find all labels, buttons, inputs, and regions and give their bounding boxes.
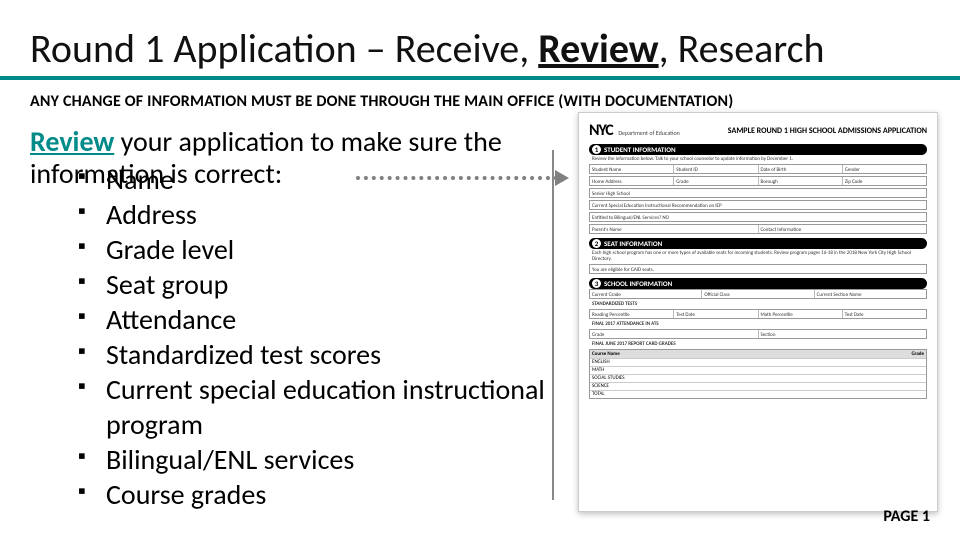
- cell: TOTAL: [592, 391, 605, 398]
- section-label: STUDENT INFORMATION: [604, 145, 676, 154]
- cell: You are eligible for GAID seats.: [590, 265, 926, 273]
- cell: Current Section Name: [815, 290, 926, 298]
- section-label: SEAT INFORMATION: [604, 239, 662, 248]
- table-row: Current Special Education Instructional …: [589, 200, 927, 210]
- table-row: SOCIAL STUDIES: [590, 374, 926, 382]
- sub-label: STANDARDIZED TESTS: [592, 301, 927, 307]
- cell: Test Date: [674, 310, 758, 318]
- cell: Reading Percentile: [590, 310, 674, 318]
- cell: Test Date: [843, 310, 926, 318]
- table-row: MATH: [590, 366, 926, 374]
- table-row: Senior High School: [589, 188, 927, 198]
- bullet-text: Seat group: [106, 267, 228, 302]
- cell: Student Name: [590, 165, 674, 173]
- list-item: Address: [78, 197, 550, 232]
- cell: Parent's Name: [590, 225, 759, 233]
- list-item: Course grades: [78, 477, 550, 512]
- cell: ENGLISH: [592, 359, 610, 366]
- list-item: Seat group: [78, 267, 550, 302]
- cell: Date of Birth: [759, 165, 843, 173]
- cell: Section: [759, 330, 927, 338]
- title-prefix: Round 1 Application – Receive,: [30, 24, 538, 73]
- cell: Grade: [590, 330, 759, 338]
- sub-label: FINAL JUNE 2017 REPORT CARD GRADES: [592, 341, 927, 347]
- cell: MATH: [592, 367, 604, 374]
- vertical-divider: [552, 150, 554, 500]
- table-row: GradeSection: [589, 329, 927, 339]
- section-num: 3: [592, 279, 601, 288]
- section-blurb: Each high school program has one or more…: [592, 250, 927, 262]
- cell: Entitled to Bilingual/ENL Services? NO: [590, 213, 926, 221]
- cell: SOCIAL STUDIES: [592, 375, 625, 382]
- nyc-logo-text: NYC: [589, 121, 613, 140]
- table-row: Reading PercentileTest DateMath Percenti…: [589, 309, 927, 319]
- cell: Grade: [911, 351, 924, 357]
- bullet-list: Name Address Grade level Seat group Atte…: [78, 162, 550, 512]
- cell: Current Special Education Instructional …: [590, 201, 926, 209]
- cell: Contact Information: [759, 225, 927, 233]
- content-left: Review your application to make sure the…: [30, 126, 550, 512]
- subtitle-bar: ANY CHANGE OF INFORMATION MUST BE DONE T…: [0, 86, 960, 111]
- dotted-arrow: [356, 176, 566, 180]
- section-label: SCHOOL INFORMATION: [604, 279, 672, 288]
- bullet-text: Name: [106, 162, 174, 197]
- section-num: 1: [592, 145, 601, 154]
- table-row: Student Name Student ID Date of Birth Ge…: [589, 164, 927, 174]
- nyc-logo-sub: Department of Education: [618, 129, 680, 137]
- cell: Senior High School: [590, 189, 926, 197]
- list-item: Grade level: [78, 232, 550, 267]
- table-row: SCIENCE: [590, 382, 926, 390]
- bullet-text: Address: [106, 197, 197, 232]
- bullet-text: Standardized test scores: [106, 337, 381, 372]
- cell: Math Percentile: [759, 310, 843, 318]
- cell: Gender: [843, 165, 926, 173]
- cell: Official Class: [702, 290, 814, 298]
- bullet-text: Attendance: [106, 302, 236, 337]
- table-row: You are eligible for GAID seats.: [589, 264, 927, 274]
- table-row: Current Grade Official Class Current Sec…: [589, 289, 927, 299]
- cell: Course Name: [592, 351, 620, 357]
- table-header: Course Name Grade: [590, 350, 926, 358]
- cell: Borough: [759, 177, 843, 185]
- cell: Home Address: [590, 177, 674, 185]
- table-row: Parent's NameContact Information: [589, 224, 927, 234]
- cell: Grade: [674, 177, 758, 185]
- list-item: Attendance: [78, 302, 550, 337]
- bullet-text: Current special education instructional …: [106, 372, 545, 442]
- list-item: Bilingual/ENL services: [78, 442, 550, 477]
- doc-header: NYC Department of Education SAMPLE ROUND…: [589, 121, 927, 140]
- subtitle-text: ANY CHANGE OF INFORMATION MUST BE DONE T…: [30, 92, 930, 111]
- table-row: ENGLISH: [590, 358, 926, 366]
- grades-table: Course Name Grade ENGLISH MATH SOCIAL STU…: [589, 349, 927, 399]
- list-item: Current special education instructional …: [78, 372, 550, 442]
- section-header-school: 3SCHOOL INFORMATION: [589, 278, 927, 289]
- bullet-text: Grade level: [106, 232, 234, 267]
- page-label: PAGE 1: [883, 507, 930, 526]
- table-row: TOTAL: [590, 390, 926, 398]
- intro-highlight: Review: [30, 124, 114, 159]
- list-item: Standardized test scores: [78, 337, 550, 372]
- nyc-logo-block: NYC Department of Education: [589, 121, 680, 140]
- slide-container: Round 1 Application – Receive, Review, R…: [0, 0, 960, 540]
- title-emphasis: Review: [538, 24, 658, 73]
- table-row: Entitled to Bilingual/ENL Services? NO: [589, 212, 927, 222]
- section-header-seat: 2SEAT INFORMATION: [589, 238, 927, 249]
- doc-title: SAMPLE ROUND 1 HIGH SCHOOL ADMISSIONS AP…: [728, 126, 927, 136]
- bullet-text: Bilingual/ENL services: [106, 442, 354, 477]
- title-suffix: , Research: [659, 24, 825, 73]
- cell: Student ID: [674, 165, 758, 173]
- table-row: Home Address Grade Borough Zip Code: [589, 176, 927, 186]
- section-header-student: 1STUDENT INFORMATION: [589, 144, 927, 155]
- section-num: 2: [592, 239, 601, 248]
- slide-title: Round 1 Application – Receive, Review, R…: [30, 28, 825, 70]
- cell: Zip Code: [843, 177, 926, 185]
- section-blurb: Review the information below. Talk to yo…: [592, 156, 927, 162]
- title-bar: Round 1 Application – Receive, Review, R…: [0, 10, 960, 80]
- sample-document: NYC Department of Education SAMPLE ROUND…: [578, 112, 938, 512]
- cell: Current Grade: [590, 290, 702, 298]
- cell: SCIENCE: [592, 383, 609, 390]
- sub-label: FINAL 2017 ATTENDANCE IN ATS: [592, 321, 927, 327]
- bullet-text: Course grades: [106, 477, 266, 512]
